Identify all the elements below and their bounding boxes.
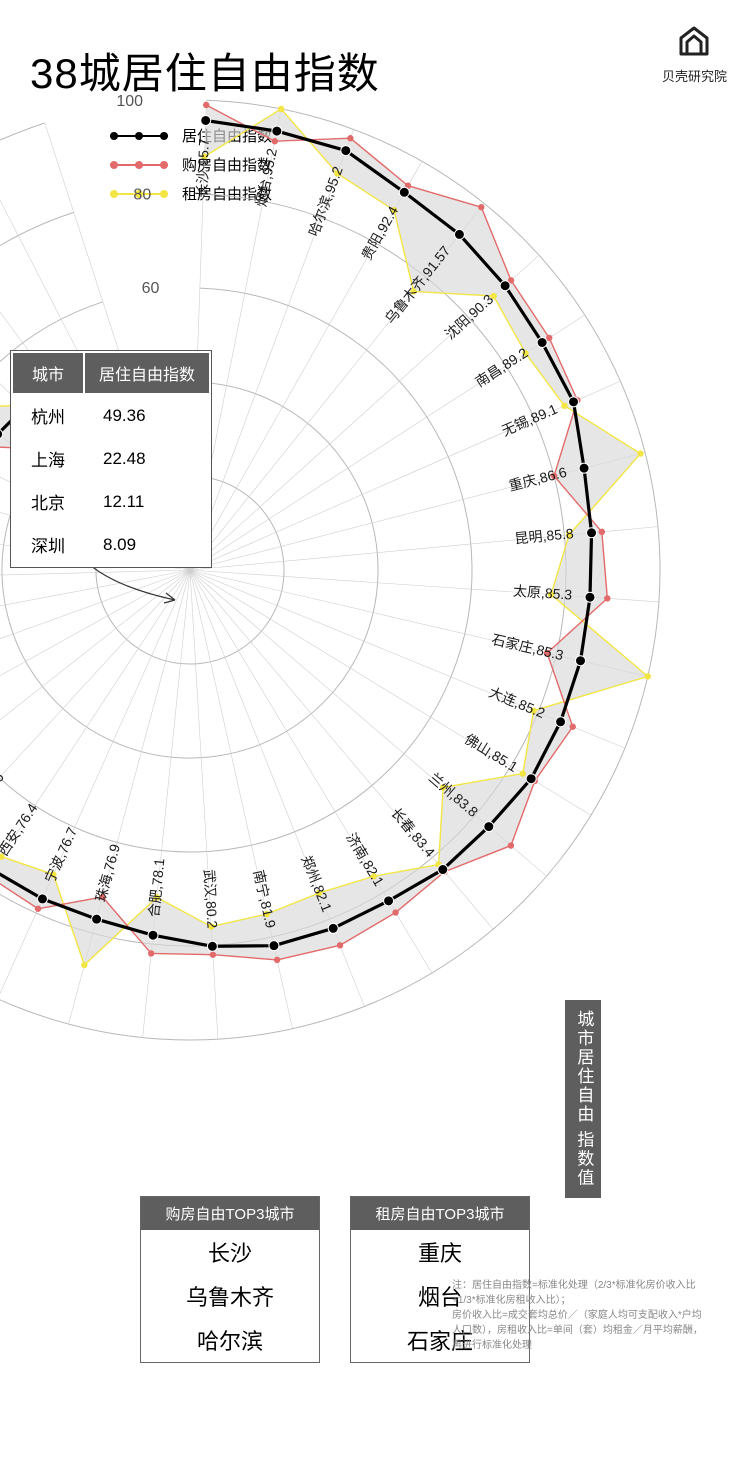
svg-text:60: 60 [142,280,160,297]
svg-text:哈尔滨,95.2: 哈尔滨,95.2 [305,164,346,238]
svg-text:贵阳,92.4: 贵阳,92.4 [358,203,401,263]
bottom4-table: 城市 居住自由指数 杭州49.36上海22.48北京12.11深圳8.09 [10,350,212,568]
list-item: 哈尔滨 [141,1318,319,1362]
svg-text:珠海,76.9: 珠海,76.9 [92,842,123,903]
list-item: 长沙 [141,1230,319,1274]
top3-buy-box: 购房自由TOP3城市 长沙乌鲁木齐哈尔滨 [140,1196,320,1363]
svg-text:长春,83.4: 长春,83.4 [388,805,439,861]
svg-text:宁波,76.7: 宁波,76.7 [41,825,80,886]
svg-text:西安,76.4: 西安,76.4 [0,800,41,858]
footnote: 注：居住自由指数=标准化处理（2/3*标准化房价收入比+1/3*标准化房租收入比… [452,1278,722,1353]
th-city: 城市 [13,353,83,393]
list-item: 乌鲁木齐 [141,1274,319,1318]
svg-text:烟台,95.2: 烟台,95.2 [253,147,280,208]
bottom4-tbody: 杭州49.36上海22.48北京12.11深圳8.09 [13,395,209,565]
svg-text:80: 80 [133,186,151,203]
svg-text:太原,85.3: 太原,85.3 [513,583,573,603]
svg-text:无锡,89.1: 无锡,89.1 [499,400,560,438]
svg-text:大连,85.2: 大连,85.2 [487,684,548,721]
value-tag: 城市居住自由 指数值 [565,1000,601,1198]
table-row: 上海22.48 [13,438,209,479]
svg-text:重庆,86.6: 重庆,86.6 [507,464,568,494]
top3-buy-head: 购房自由TOP3城市 [141,1197,319,1230]
list-item: 重庆 [351,1230,529,1274]
table-row: 杭州49.36 [13,395,209,436]
svg-text:南昌,89.2: 南昌,89.2 [472,344,531,390]
svg-text:长沙,95.7: 长沙,95.7 [194,138,212,198]
svg-text:石家庄,85.3: 石家庄,85.3 [490,631,565,663]
svg-text:100: 100 [116,93,143,110]
svg-text:武汉,80.2: 武汉,80.2 [201,869,220,929]
th-index: 居住自由指数 [85,353,209,393]
svg-text:青岛,75.6: 青岛,75.6 [0,769,7,824]
value-tag-text: 城市居住自由 指数值 [574,1010,593,1188]
table-row: 北京12.11 [13,481,209,522]
top3-buy-body: 长沙乌鲁木齐哈尔滨 [141,1230,319,1362]
table-row: 深圳8.09 [13,524,209,565]
top3-rent-head: 租房自由TOP3城市 [351,1197,529,1230]
svg-text:佛山,85.1: 佛山,85.1 [462,731,521,776]
